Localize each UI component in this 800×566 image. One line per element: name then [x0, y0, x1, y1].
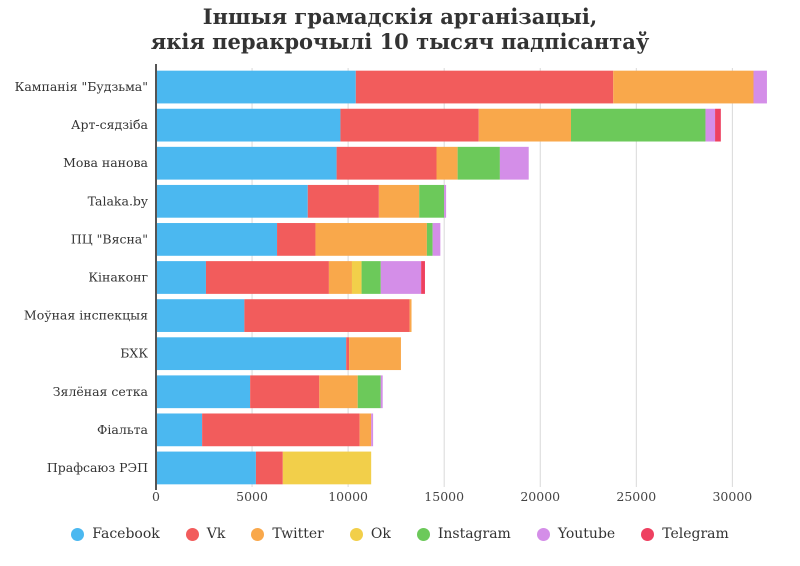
legend-swatch [641, 527, 655, 541]
legend-label: Youtube [557, 526, 616, 542]
bar-segment-youtube [432, 223, 441, 256]
bar-segment-facebook [156, 70, 356, 104]
x-tick-label: 0 [152, 489, 160, 504]
category-label: Моўная інспекцыя [24, 308, 148, 323]
legend-item-instagram[interactable]: Instagram [416, 526, 511, 542]
category-label: Арт-сядзіба [71, 117, 149, 132]
bar-segment-facebook [156, 451, 256, 485]
bar-segment-instagram [357, 375, 381, 409]
bar-segment-vk [355, 70, 614, 104]
legend-item-telegram[interactable]: Telegram [641, 526, 729, 542]
category-label: Мова нанова [63, 155, 148, 170]
chart-title-line-2: якія перакрочылі 10 тысяч падпісантаў [150, 29, 650, 54]
category-label: БХК [120, 346, 148, 361]
bar-segment-facebook [156, 146, 337, 180]
legend-label: Telegram [662, 526, 729, 542]
x-tick-label: 20000 [520, 489, 560, 504]
chart-title-line-1: Іншыя грамадскія арганізацыі, [202, 4, 598, 29]
bar-segment-facebook [156, 261, 206, 294]
legend-swatch [71, 527, 85, 541]
legend-label: Instagram [437, 526, 511, 542]
bar-segment-youtube [380, 261, 422, 294]
x-tick-label: 25000 [616, 489, 656, 504]
bar-segment-twitter [315, 223, 427, 256]
bar-segment-twitter [378, 184, 420, 218]
stacked-bar-chart: 0 5000 10000 15000 20000 25000 30000 Кампанія "… [15, 64, 767, 504]
category-label: Прафсаюз РЭП [47, 460, 148, 475]
category-label: Фіальта [97, 422, 148, 437]
category-label: Talaka.by [88, 193, 149, 208]
bar-segment-facebook [156, 223, 278, 256]
legend-item-ok[interactable]: Ok [349, 526, 391, 542]
bar-segment-facebook [156, 337, 347, 371]
legend-label: Facebook [92, 526, 160, 542]
axes: 0 5000 10000 15000 20000 25000 30000 Кампанія "… [15, 64, 752, 504]
bar-segment-instagram [570, 108, 706, 142]
bar-segment-twitter [478, 108, 571, 142]
bar-segment-vk [336, 146, 437, 180]
x-tick-label: 15000 [424, 489, 464, 504]
bar-segment-vk [346, 337, 350, 371]
bar-segment-facebook [156, 108, 341, 142]
bar-segment-facebook [156, 184, 308, 218]
bar-segment-twitter [349, 337, 401, 371]
bar-segment-vk [205, 261, 329, 294]
bar-segment-twitter [436, 146, 458, 180]
x-tick-label: 10000 [328, 489, 368, 504]
x-tick-label: 30000 [712, 489, 752, 504]
bar-segment-vk [244, 299, 410, 332]
legend-item-facebook[interactable]: Facebook [71, 526, 160, 542]
bar-segment-twitter [319, 375, 358, 409]
bar-segment-ok [351, 261, 362, 294]
bar-segment-youtube [444, 184, 447, 218]
bar-segment-instagram [457, 146, 500, 180]
bar-segment-youtube [371, 413, 374, 447]
legend-label: Ok [370, 526, 391, 542]
bar-segment-twitter [359, 413, 372, 447]
bar-segment-vk [277, 223, 316, 256]
bar-segment-twitter [613, 70, 754, 104]
legend-swatch [349, 527, 363, 541]
legend-label: Vk [206, 526, 226, 542]
legend-label: Twitter [272, 526, 324, 542]
category-label: Зялёная сетка [53, 384, 149, 399]
category-label: Кампанія "Будзьма" [15, 79, 148, 94]
bar-segment-twitter [409, 299, 412, 332]
bar-segment-instagram [361, 261, 381, 294]
bar-segment-youtube [380, 375, 383, 409]
bar-segment-twitter [328, 261, 352, 294]
bar-segment-youtube [705, 108, 716, 142]
bar-segment-vk [307, 184, 379, 218]
bar-segment-instagram [426, 223, 433, 256]
bar-segment-vk [255, 451, 283, 485]
legend: Facebook Vk Twitter Ok Instagram Youtube Teleg… [0, 524, 800, 544]
bar-segment-youtube [499, 146, 529, 180]
legend-item-youtube[interactable]: Youtube [536, 526, 616, 542]
bar-segment-telegram [421, 261, 425, 294]
bar-segment-facebook [156, 299, 245, 332]
legend-swatch [185, 527, 199, 541]
bar-segment-youtube [753, 70, 767, 104]
bar-segment-facebook [156, 375, 251, 409]
bar-segment-facebook [156, 413, 203, 447]
category-label: ПЦ "Вясна" [71, 231, 148, 246]
legend-item-vk[interactable]: Vk [185, 526, 226, 542]
bar-segment-vk [250, 375, 320, 409]
legend-swatch [536, 527, 550, 541]
legend-swatch [416, 527, 430, 541]
category-label: Кінаконг [88, 270, 148, 285]
bar-segment-vk [202, 413, 360, 447]
bar-segment-telegram [715, 108, 721, 142]
bar-segment-vk [340, 108, 479, 142]
bar-segment-ok [282, 451, 372, 485]
bars [156, 70, 767, 485]
legend-swatch [251, 527, 265, 541]
chart-title: Іншыя грамадскія арганізацыі, якія перак… [0, 4, 800, 54]
x-tick-label: 5000 [236, 489, 268, 504]
bar-segment-instagram [419, 184, 445, 218]
legend-item-twitter[interactable]: Twitter [251, 526, 324, 542]
